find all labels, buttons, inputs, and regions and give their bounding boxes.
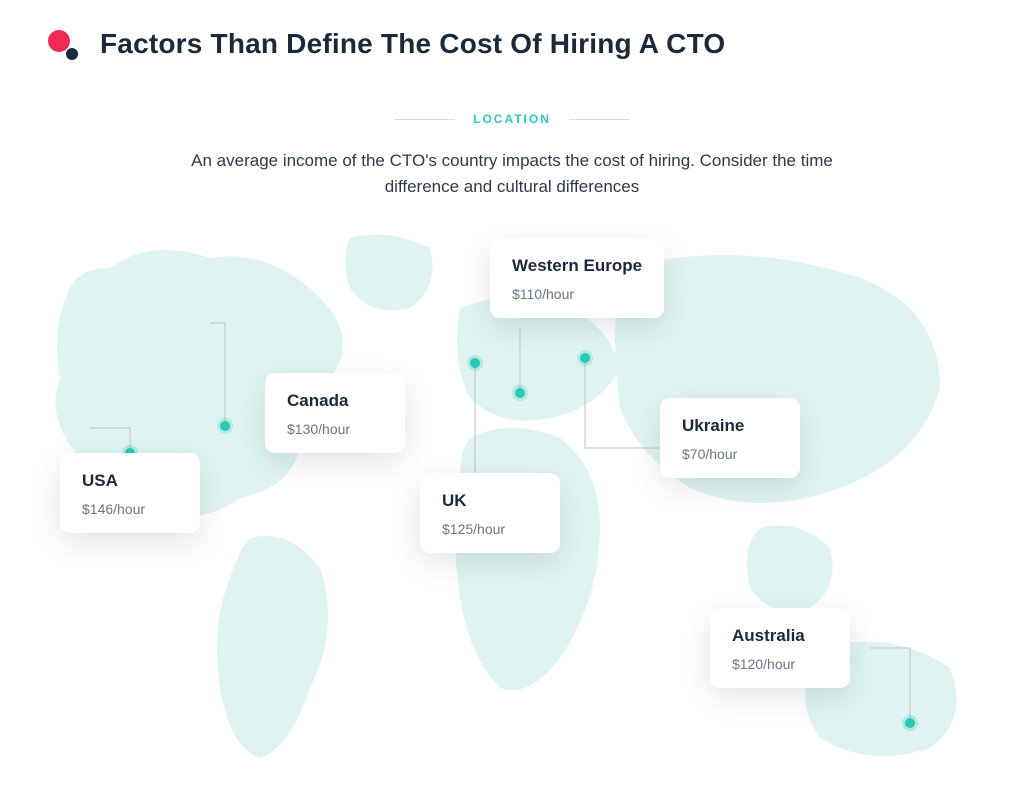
- section-line-right: [569, 119, 629, 120]
- rate-card: USA $146/hour: [60, 453, 200, 533]
- page-title: Factors Than Define The Cost Of Hiring A…: [100, 28, 725, 60]
- rate-card-rate: $110/hour: [512, 286, 642, 302]
- rate-card: Australia $120/hour: [710, 608, 850, 688]
- map-marker: [470, 358, 480, 368]
- rate-card: Canada $130/hour: [265, 373, 405, 453]
- rate-card-title: Australia: [732, 626, 828, 646]
- rate-card-rate: $146/hour: [82, 501, 178, 517]
- rate-card-rate: $125/hour: [442, 521, 538, 537]
- rate-card-rate: $120/hour: [732, 656, 828, 672]
- rate-card: Western Europe $110/hour: [490, 238, 664, 318]
- logo-icon: [48, 30, 76, 58]
- map-marker: [905, 718, 915, 728]
- section-header: LOCATION: [0, 112, 1024, 126]
- logo-dot-red: [48, 30, 70, 52]
- section-subtitle: An average income of the CTO's country i…: [0, 148, 1024, 199]
- map-marker: [580, 353, 590, 363]
- section-line-left: [395, 119, 455, 120]
- rate-card-rate: $130/hour: [287, 421, 383, 437]
- rate-card-title: Canada: [287, 391, 383, 411]
- world-map: USA $146/hour Canada $130/hour UK $125/hour We…: [40, 228, 984, 776]
- rate-card-title: Western Europe: [512, 256, 642, 276]
- rate-card-title: USA: [82, 471, 178, 491]
- map-marker: [515, 388, 525, 398]
- header: Factors Than Define The Cost Of Hiring A…: [48, 28, 725, 60]
- map-marker: [220, 421, 230, 431]
- rate-card: Ukraine $70/hour: [660, 398, 800, 478]
- rate-card-title: Ukraine: [682, 416, 778, 436]
- rate-card: UK $125/hour: [420, 473, 560, 553]
- section-label: LOCATION: [473, 112, 551, 126]
- rate-card-rate: $70/hour: [682, 446, 778, 462]
- logo-dot-dark: [66, 48, 78, 60]
- rate-card-title: UK: [442, 491, 538, 511]
